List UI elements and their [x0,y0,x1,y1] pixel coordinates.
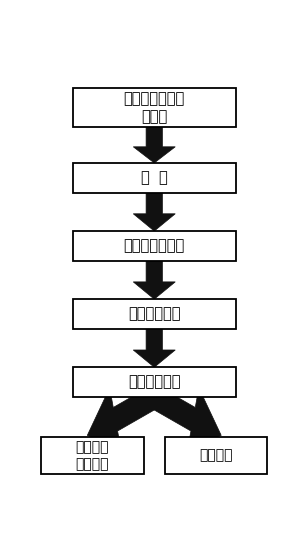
Polygon shape [152,385,221,451]
Text: 机械活化反应器: 机械活化反应器 [124,239,185,254]
FancyBboxPatch shape [41,437,144,474]
Text: 酸性溶液浸出: 酸性溶液浸出 [128,375,181,390]
FancyBboxPatch shape [73,88,236,127]
Polygon shape [133,127,175,163]
Text: 浸出残渣: 浸出残渣 [199,449,233,463]
FancyBboxPatch shape [73,231,236,261]
Text: 稀土金属
酸性溶液: 稀土金属 酸性溶液 [76,440,109,471]
Text: 活化后荧光粉: 活化后荧光粉 [128,307,181,322]
FancyBboxPatch shape [73,299,236,329]
Polygon shape [133,192,175,231]
Polygon shape [87,385,157,451]
FancyBboxPatch shape [73,367,236,397]
Polygon shape [133,329,175,367]
Text: 废弃荧光灯管中
荧光粉: 废弃荧光灯管中 荧光粉 [124,91,185,124]
Polygon shape [133,261,175,299]
FancyBboxPatch shape [73,163,236,192]
Text: 筛  分: 筛 分 [141,170,168,185]
FancyBboxPatch shape [165,437,267,474]
